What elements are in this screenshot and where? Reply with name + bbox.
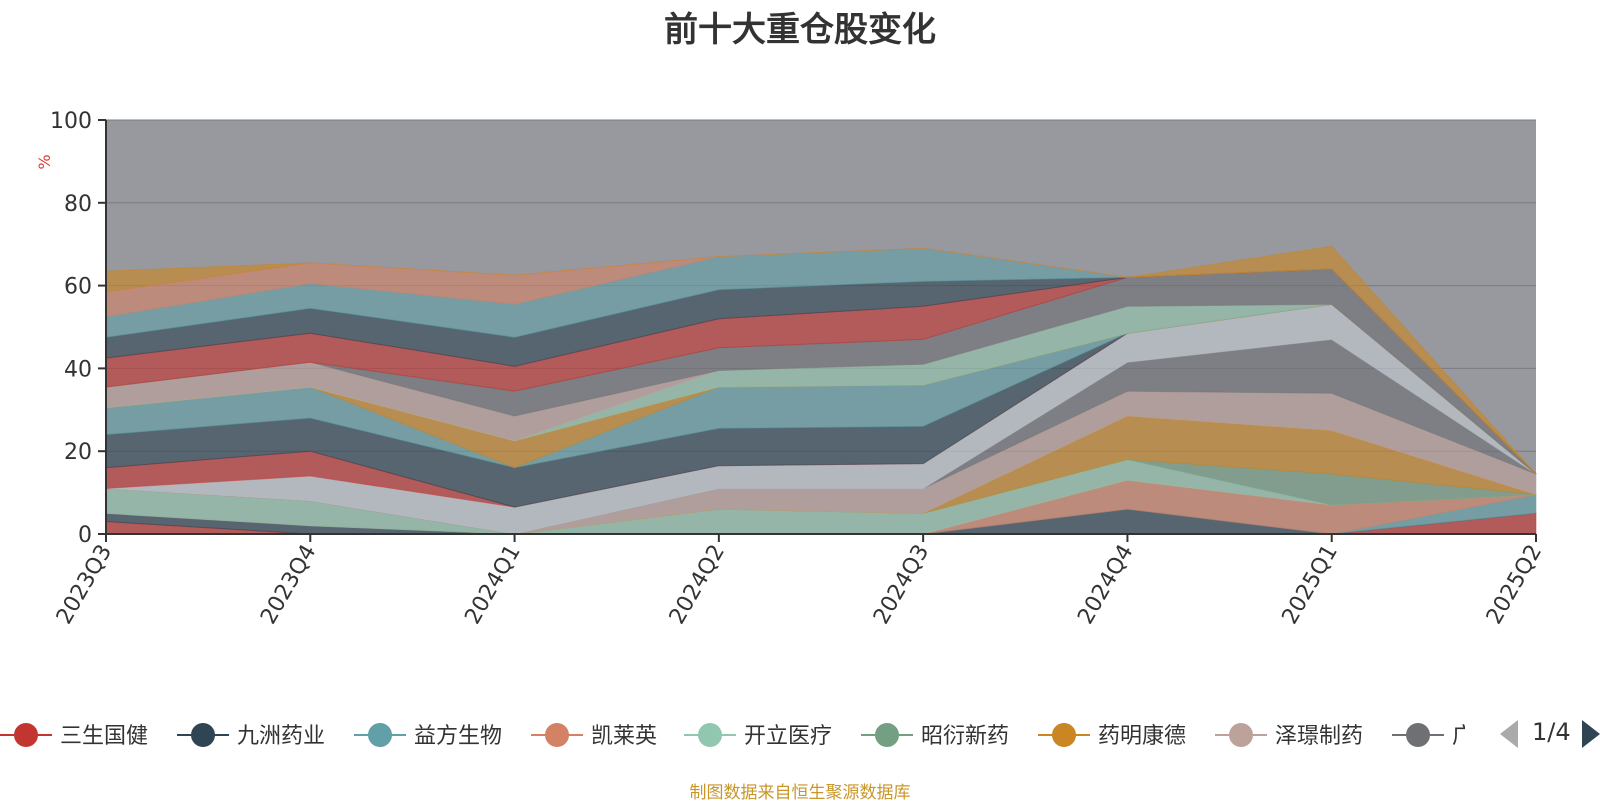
legend-item[interactable]: 泽璟制药: [1215, 710, 1392, 760]
x-tick-label: 2025Q1: [1278, 541, 1343, 629]
x-tick-label: 2024Q3: [869, 541, 934, 629]
legend-item[interactable]: 三生国健: [0, 710, 177, 760]
legend: 三生国健 九洲药业 益方生物 凯莱英 开立医疗 昭衍新药 药明康德 泽璟制药 广生堂: [0, 710, 1465, 760]
legend-label: 泽璟制药: [1275, 724, 1364, 749]
legend-item[interactable]: 广生堂: [1392, 710, 1465, 760]
area-series-23[interactable]: [105, 245, 1537, 475]
legend-label: 药明康德: [1098, 724, 1187, 749]
legend-dot-icon: [14, 723, 38, 747]
legend-label: 三生国健: [60, 724, 149, 749]
y-tick-label: 20: [64, 440, 92, 465]
legend-label: 开立医疗: [744, 724, 833, 749]
legend-dot-icon: [1406, 723, 1430, 747]
legend-label: 广生堂: [1452, 724, 1465, 749]
legend-prev-icon[interactable]: [1500, 720, 1518, 748]
y-tick-label: 60: [64, 275, 92, 300]
legend-next-icon[interactable]: [1582, 720, 1600, 748]
x-tick-label: 2023Q4: [256, 541, 321, 629]
legend-item[interactable]: 九洲药业: [177, 710, 354, 760]
legend-item[interactable]: 益方生物: [354, 710, 531, 760]
x-tick-label: 2023Q3: [52, 541, 117, 629]
y-tick-label: 80: [64, 192, 92, 217]
legend-item[interactable]: 昭衍新药: [861, 710, 1038, 760]
x-tick-label: 2024Q2: [665, 541, 730, 629]
legend-item[interactable]: 药明康德: [1038, 710, 1215, 760]
legend-dot-icon: [191, 723, 215, 747]
x-tick-label: 2025Q2: [1482, 541, 1547, 629]
legend-item[interactable]: 凯莱英: [531, 710, 684, 760]
legend-dot-icon: [368, 723, 392, 747]
y-tick-label: 100: [50, 109, 92, 134]
legend-dot-icon: [698, 723, 722, 747]
legend-item[interactable]: 开立医疗: [684, 710, 861, 760]
legend-label: 九洲药业: [237, 724, 326, 749]
legend-dot-icon: [875, 723, 899, 747]
chart-area: 0 20 40 60 80 100% 2023Q3 2023Q4 2024Q1 2024Q2 202…: [35, 109, 1547, 629]
legend-dot-icon: [1052, 723, 1076, 747]
chart-title: 前十大重仓股变化: [664, 10, 936, 50]
legend-dot-icon: [545, 723, 569, 747]
source-note: 制图数据来自恒生聚源数据库: [689, 783, 911, 803]
x-tick-label: 2024Q1: [460, 541, 525, 629]
legend-pager: 1/4: [1500, 712, 1600, 756]
legend-label: 昭衍新药: [921, 724, 1010, 749]
legend-dot-icon: [1229, 723, 1253, 747]
y-tick-label: 0: [78, 523, 92, 548]
legend-page-label: 1/4: [1532, 718, 1571, 746]
legend-label: 凯莱英: [591, 724, 658, 749]
y-tick-label: 40: [64, 357, 92, 382]
legend-label: 益方生物: [414, 724, 503, 749]
y-axis-label: %: [35, 154, 54, 169]
x-tick-label: 2024Q4: [1073, 541, 1138, 629]
